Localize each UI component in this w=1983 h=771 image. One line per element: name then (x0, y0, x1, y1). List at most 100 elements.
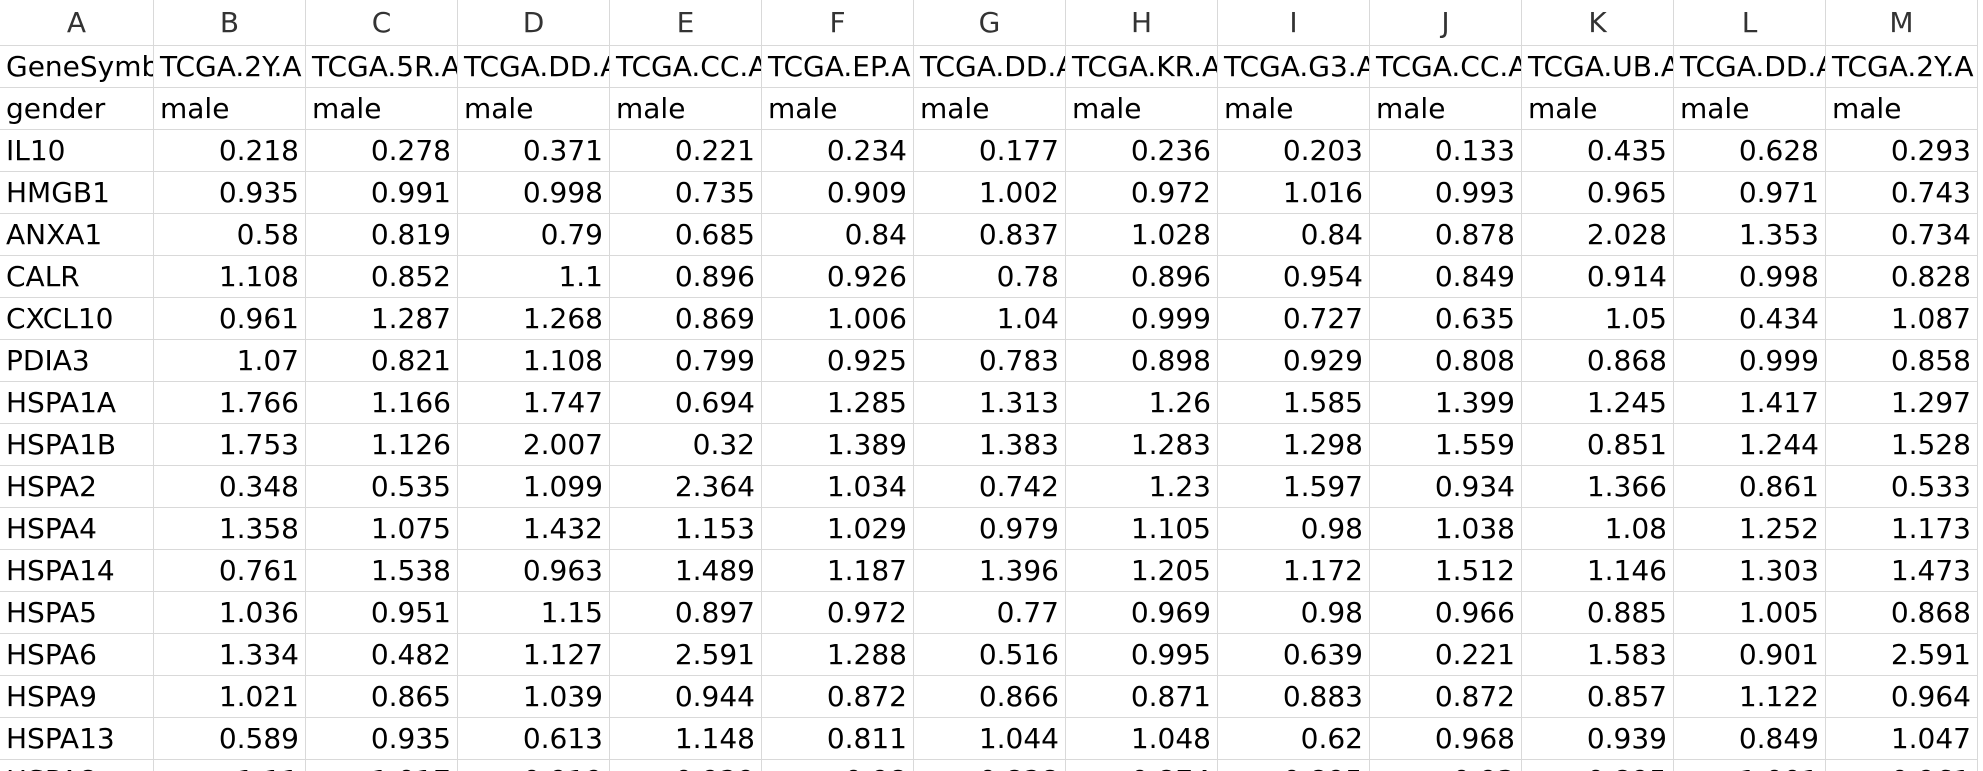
cell-c16[interactable]: 0.865 (306, 676, 458, 718)
cell-h8[interactable]: 0.898 (1066, 340, 1218, 382)
cell-b7[interactable]: 0.961 (154, 298, 306, 340)
cell-b3[interactable]: 0.218 (154, 130, 306, 172)
cell-a3[interactable]: IL10 (0, 130, 154, 172)
cell-a14[interactable]: HSPA5 (0, 592, 154, 634)
cell-d15[interactable]: 1.127 (458, 634, 610, 676)
cell-f13[interactable]: 1.187 (762, 550, 914, 592)
cell-e1[interactable]: TCGA.CC.A (610, 46, 762, 88)
column-header-a[interactable]: A (0, 0, 154, 46)
cell-m10[interactable]: 1.528 (1826, 424, 1978, 466)
cell-f3[interactable]: 0.234 (762, 130, 914, 172)
cell-k13[interactable]: 1.146 (1522, 550, 1674, 592)
cell-l12[interactable]: 1.252 (1674, 508, 1826, 550)
cell-g14[interactable]: 0.77 (914, 592, 1066, 634)
cell-c10[interactable]: 1.126 (306, 424, 458, 466)
cell-j4[interactable]: 0.993 (1370, 172, 1522, 214)
cell-b12[interactable]: 1.358 (154, 508, 306, 550)
cell-h10[interactable]: 1.283 (1066, 424, 1218, 466)
cell-k9[interactable]: 1.245 (1522, 382, 1674, 424)
cell-a10[interactable]: HSPA1B (0, 424, 154, 466)
cell-k16[interactable]: 0.857 (1522, 676, 1674, 718)
cell-k4[interactable]: 0.965 (1522, 172, 1674, 214)
cell-l14[interactable]: 1.005 (1674, 592, 1826, 634)
column-header-k[interactable]: K (1522, 0, 1674, 46)
cell-e4[interactable]: 0.735 (610, 172, 762, 214)
cell-k11[interactable]: 1.366 (1522, 466, 1674, 508)
cell-g7[interactable]: 1.04 (914, 298, 1066, 340)
cell-j5[interactable]: 0.878 (1370, 214, 1522, 256)
cell-d4[interactable]: 0.998 (458, 172, 610, 214)
cell-k12[interactable]: 1.08 (1522, 508, 1674, 550)
cell-c2[interactable]: male (306, 88, 458, 130)
cell-g8[interactable]: 0.783 (914, 340, 1066, 382)
cell-m17[interactable]: 1.047 (1826, 718, 1978, 760)
cell-e3[interactable]: 0.221 (610, 130, 762, 172)
cell-f17[interactable]: 0.811 (762, 718, 914, 760)
cell-h15[interactable]: 0.995 (1066, 634, 1218, 676)
cell-h2[interactable]: male (1066, 88, 1218, 130)
cell-c9[interactable]: 1.166 (306, 382, 458, 424)
cell-d5[interactable]: 0.79 (458, 214, 610, 256)
cell-b5[interactable]: 0.58 (154, 214, 306, 256)
cell-c13[interactable]: 1.538 (306, 550, 458, 592)
cell-k18[interactable]: 0.895 (1522, 760, 1674, 771)
cell-h9[interactable]: 1.26 (1066, 382, 1218, 424)
cell-m6[interactable]: 0.828 (1826, 256, 1978, 298)
column-header-f[interactable]: F (762, 0, 914, 46)
column-header-i[interactable]: I (1218, 0, 1370, 46)
cell-c11[interactable]: 0.535 (306, 466, 458, 508)
cell-k15[interactable]: 1.583 (1522, 634, 1674, 676)
cell-e15[interactable]: 2.591 (610, 634, 762, 676)
cell-m4[interactable]: 0.743 (1826, 172, 1978, 214)
cell-l11[interactable]: 0.861 (1674, 466, 1826, 508)
cell-i11[interactable]: 1.597 (1218, 466, 1370, 508)
cell-d6[interactable]: 1.1 (458, 256, 610, 298)
column-header-e[interactable]: E (610, 0, 762, 46)
cell-a18[interactable]: HSPA8 (0, 760, 154, 771)
cell-a5[interactable]: ANXA1 (0, 214, 154, 256)
cell-h17[interactable]: 1.048 (1066, 718, 1218, 760)
cell-e12[interactable]: 1.153 (610, 508, 762, 550)
cell-k8[interactable]: 0.868 (1522, 340, 1674, 382)
cell-f6[interactable]: 0.926 (762, 256, 914, 298)
cell-l17[interactable]: 0.849 (1674, 718, 1826, 760)
cell-e9[interactable]: 0.694 (610, 382, 762, 424)
cell-a2[interactable]: gender (0, 88, 154, 130)
cell-d2[interactable]: male (458, 88, 610, 130)
cell-k1[interactable]: TCGA.UB.A (1522, 46, 1674, 88)
cell-i13[interactable]: 1.172 (1218, 550, 1370, 592)
cell-i8[interactable]: 0.929 (1218, 340, 1370, 382)
cell-e13[interactable]: 1.489 (610, 550, 762, 592)
cell-l3[interactable]: 0.628 (1674, 130, 1826, 172)
column-header-b[interactable]: B (154, 0, 306, 46)
cell-m3[interactable]: 0.293 (1826, 130, 1978, 172)
cell-a4[interactable]: HMGB1 (0, 172, 154, 214)
cell-b14[interactable]: 1.036 (154, 592, 306, 634)
cell-c14[interactable]: 0.951 (306, 592, 458, 634)
cell-f4[interactable]: 0.909 (762, 172, 914, 214)
cell-l5[interactable]: 1.353 (1674, 214, 1826, 256)
cell-j3[interactable]: 0.133 (1370, 130, 1522, 172)
cell-m7[interactable]: 1.087 (1826, 298, 1978, 340)
cell-a12[interactable]: HSPA4 (0, 508, 154, 550)
cell-d1[interactable]: TCGA.DD.A (458, 46, 610, 88)
cell-l2[interactable]: male (1674, 88, 1826, 130)
cell-g13[interactable]: 1.396 (914, 550, 1066, 592)
cell-i6[interactable]: 0.954 (1218, 256, 1370, 298)
cell-c17[interactable]: 0.935 (306, 718, 458, 760)
cell-d17[interactable]: 0.613 (458, 718, 610, 760)
cell-g11[interactable]: 0.742 (914, 466, 1066, 508)
cell-h6[interactable]: 0.896 (1066, 256, 1218, 298)
cell-d7[interactable]: 1.268 (458, 298, 610, 340)
cell-l9[interactable]: 1.417 (1674, 382, 1826, 424)
cell-e5[interactable]: 0.685 (610, 214, 762, 256)
cell-k5[interactable]: 2.028 (1522, 214, 1674, 256)
cell-e7[interactable]: 0.869 (610, 298, 762, 340)
cell-f5[interactable]: 0.84 (762, 214, 914, 256)
cell-b18[interactable]: 1.11 (154, 760, 306, 771)
cell-f1[interactable]: TCGA.EP.A (762, 46, 914, 88)
cell-j2[interactable]: male (1370, 88, 1522, 130)
cell-d10[interactable]: 2.007 (458, 424, 610, 466)
cell-e18[interactable]: 0.929 (610, 760, 762, 771)
cell-l6[interactable]: 0.998 (1674, 256, 1826, 298)
